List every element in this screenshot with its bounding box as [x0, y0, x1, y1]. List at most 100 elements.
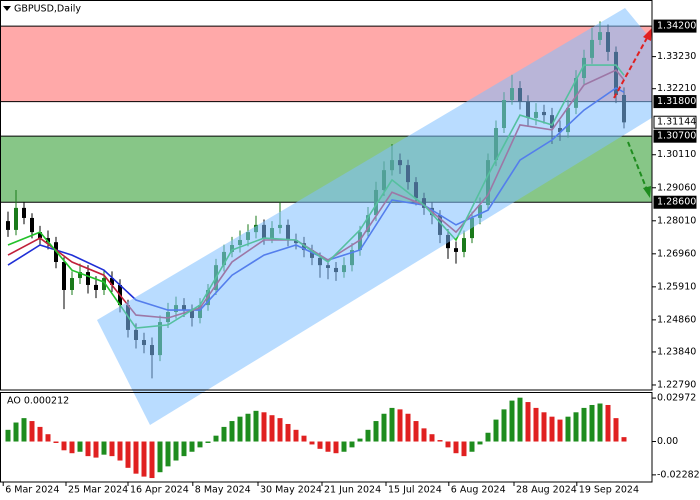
level-label: 1.31800	[657, 96, 696, 107]
up-arrow-head	[643, 28, 652, 41]
oscillator-bar	[573, 412, 579, 442]
oscillator-bar	[117, 441, 123, 461]
oscillator-bar	[221, 426, 227, 442]
x-tick-label: 21 Jun 2024	[324, 485, 381, 496]
oscillator-bar	[549, 416, 555, 442]
y-tick-label: 1.28010	[657, 215, 696, 226]
oscillator-bar	[53, 441, 59, 443]
candle-body	[46, 238, 50, 243]
candle-body	[38, 232, 42, 239]
candle-body	[110, 278, 114, 285]
oscillator-layer	[5, 397, 627, 479]
oscillator-bar	[245, 413, 251, 442]
oscillator-bar	[309, 441, 315, 445]
level-tag	[653, 95, 697, 109]
oscillator-bar	[349, 441, 355, 448]
level-label: 1.34200	[657, 21, 696, 32]
oscillator-bar	[565, 416, 571, 442]
oscillator-title: AO 0.000212	[7, 396, 69, 407]
level-tag	[653, 115, 697, 129]
oscillator-bar	[237, 416, 243, 442]
oscillator-bar	[197, 441, 203, 448]
oscillator-bar	[37, 426, 43, 442]
level-tag	[653, 129, 697, 143]
oscillator-bar	[461, 441, 467, 457]
candle-body	[102, 278, 106, 290]
oscillator-bar	[445, 441, 451, 448]
oscillator-bar	[501, 409, 507, 442]
symbol-title: GBPUSD,Daily	[14, 4, 81, 15]
oscillator-bar	[189, 441, 195, 452]
y-tick-label: 0.00	[657, 436, 678, 447]
candle-body	[30, 217, 34, 233]
candle-body	[22, 207, 26, 218]
oscillator-bar	[325, 441, 331, 452]
oscillator-bar	[101, 441, 107, 455]
oscillator-pane-border	[0, 392, 653, 483]
oscillator-bar	[477, 441, 483, 445]
oscillator-bar	[141, 441, 147, 477]
oscillator-bar	[429, 434, 435, 442]
candle-body	[14, 207, 18, 230]
oscillator-bar	[397, 409, 403, 442]
oscillator-bar	[613, 418, 619, 442]
oscillator-bar	[453, 441, 459, 454]
up-arrow	[613, 35, 649, 99]
x-tick-label: 30 May 2024	[260, 485, 322, 496]
level-tag	[653, 195, 697, 209]
symbol-menu[interactable]	[3, 6, 11, 11]
level-label: 1.28600	[657, 197, 696, 208]
oscillator-bar	[373, 421, 379, 442]
y-tick-label: 1.30110	[657, 149, 696, 160]
x-tick-label: 19 Sep 2024	[579, 485, 639, 496]
oscillator-bar	[621, 437, 627, 442]
oscillator-bar	[285, 423, 291, 442]
oscillator-bar	[29, 421, 35, 442]
oscillator-bar	[277, 418, 283, 442]
oscillator-bar	[109, 441, 115, 457]
level-tag	[653, 19, 697, 33]
x-tick-label: 6 Aug 2024	[451, 485, 506, 496]
oscillator-bar	[389, 407, 395, 442]
oscillator-bar	[341, 441, 347, 452]
oscillator-bar	[413, 421, 419, 442]
x-tick-label: 8 May 2024	[195, 485, 251, 496]
oscillator-bar	[405, 413, 411, 442]
oscillator-bar	[317, 441, 323, 449]
trend-channel	[97, 8, 652, 425]
oscillator-bar	[5, 429, 11, 442]
level-label: 1.30700	[657, 131, 696, 142]
oscillator-bar	[365, 429, 371, 442]
oscillator-bar	[605, 404, 611, 442]
oscillator-bar	[61, 441, 67, 451]
oscillator-bar	[149, 441, 155, 479]
oscillator-bar	[157, 441, 163, 473]
oscillator-bar	[181, 441, 187, 457]
oscillator-bar	[253, 410, 259, 442]
oscillator-bar	[77, 441, 83, 452]
candle-body	[462, 238, 466, 252]
candle-body	[94, 284, 98, 290]
y-tick-label: 1.32210	[657, 83, 696, 94]
y-tick-label: 1.33230	[657, 51, 696, 62]
oscillator-bar	[589, 404, 595, 442]
candle-body	[70, 278, 74, 290]
level-label: 1.31144	[657, 117, 696, 128]
y-tick-label: 1.24860	[657, 314, 696, 325]
oscillator-bar	[261, 412, 267, 442]
oscillator-bar	[269, 415, 275, 442]
oscillator-bar	[21, 418, 27, 442]
oscillator-bar	[509, 400, 515, 442]
axes: 1.33230 1.32210 1.30110 1.29060 1.28010 1.269…	[2, 19, 700, 496]
y-tick-label: 0.02972	[657, 393, 696, 404]
oscillator-bar	[85, 441, 91, 457]
y-tick-label: -0.022821	[657, 469, 700, 480]
oscillator-bar	[45, 434, 51, 442]
oscillator-bar	[581, 407, 587, 442]
oscillator-bar	[469, 441, 475, 452]
x-tick-label: 15 Jul 2024	[388, 485, 442, 496]
oscillator-bar	[165, 441, 171, 467]
main-pane-border	[0, 0, 653, 391]
oscillator-bar	[173, 441, 179, 461]
